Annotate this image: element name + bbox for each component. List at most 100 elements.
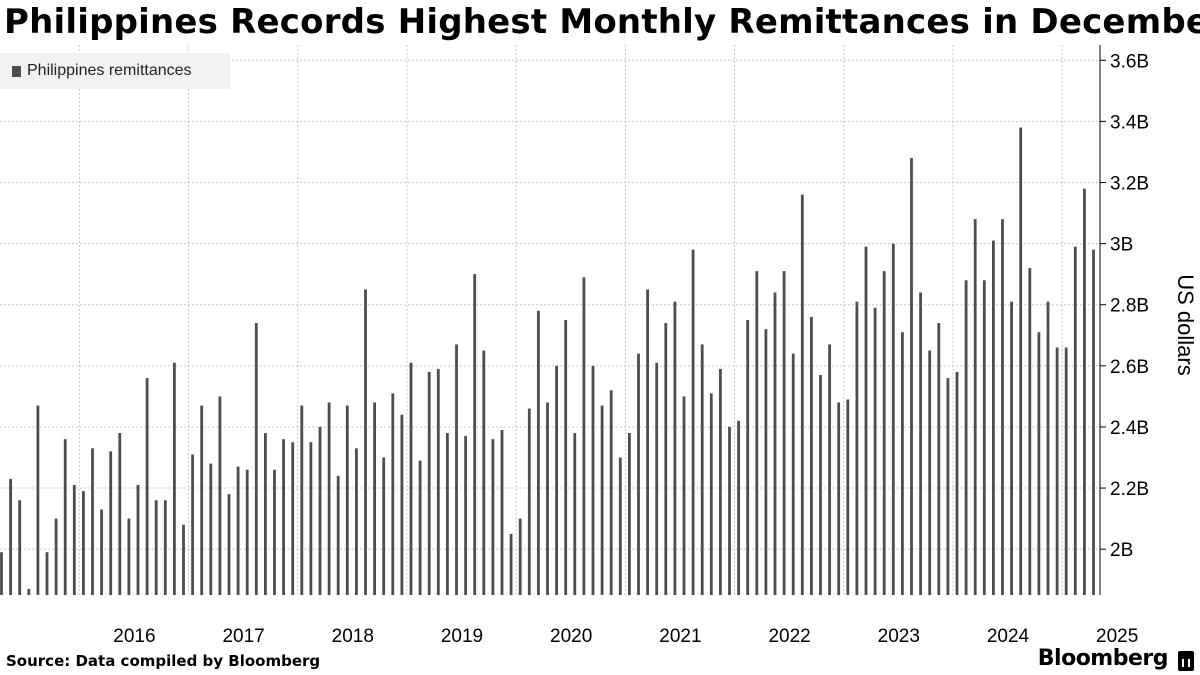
y-tick-label: 2.2B bbox=[1110, 479, 1149, 500]
bar bbox=[191, 454, 194, 595]
bar bbox=[345, 405, 349, 595]
bar bbox=[582, 277, 586, 595]
bar bbox=[327, 402, 331, 595]
bar bbox=[819, 375, 822, 595]
bar bbox=[746, 320, 750, 595]
bar bbox=[709, 393, 713, 595]
bar-series bbox=[0, 127, 1095, 596]
bar bbox=[1046, 301, 1050, 595]
y-tick-label: 3B bbox=[1110, 235, 1133, 256]
bar bbox=[500, 430, 504, 595]
bar bbox=[91, 448, 94, 595]
bar bbox=[1055, 347, 1059, 595]
bar bbox=[764, 329, 768, 595]
bar bbox=[673, 301, 677, 595]
vertical-gridlines bbox=[78, 45, 1063, 595]
bar bbox=[564, 320, 568, 595]
bar bbox=[1092, 249, 1095, 595]
bar bbox=[828, 344, 831, 595]
bar bbox=[418, 460, 422, 595]
y-tick-label: 3.2B bbox=[1110, 174, 1149, 195]
bar bbox=[637, 353, 640, 595]
bar bbox=[864, 246, 868, 595]
bar bbox=[773, 292, 777, 595]
bar bbox=[154, 500, 158, 595]
bar bbox=[182, 524, 185, 595]
bar bbox=[655, 362, 659, 595]
bar bbox=[355, 448, 358, 595]
y-axis: 2B 2.2B 2.4B 2.6B 2.8B 3B 3.2B 3.4B 3.6B bbox=[1099, 45, 1149, 595]
bar bbox=[573, 433, 577, 595]
bar bbox=[427, 371, 431, 595]
x-tick-label: 2020 bbox=[550, 626, 592, 647]
y-axis-label: US dollars bbox=[1173, 274, 1198, 375]
bar bbox=[646, 289, 649, 595]
bar bbox=[391, 393, 395, 595]
bar bbox=[555, 365, 558, 595]
bar bbox=[800, 194, 804, 595]
source-note: Source: Data compiled by Bloomberg bbox=[6, 652, 321, 670]
bar bbox=[728, 426, 731, 595]
bar bbox=[737, 420, 740, 595]
bar bbox=[464, 436, 467, 595]
horizontal-gridlines bbox=[0, 59, 1100, 550]
bar bbox=[218, 396, 222, 595]
bar bbox=[72, 485, 76, 595]
x-axis-ticks: 2016 2017 2018 2019 2020 2021 2022 2023 2024 2025 bbox=[113, 626, 1138, 647]
bar bbox=[9, 478, 12, 595]
y-tick-label: 2B bbox=[1110, 540, 1133, 561]
bar bbox=[609, 390, 613, 595]
y-tick-label: 2.8B bbox=[1110, 296, 1149, 317]
bar bbox=[309, 442, 313, 595]
bar bbox=[618, 457, 622, 595]
x-tick-label: 2022 bbox=[768, 626, 810, 647]
x-tick-label: 2025 bbox=[1096, 626, 1138, 647]
bar bbox=[682, 396, 686, 595]
bar bbox=[200, 405, 204, 595]
bar bbox=[846, 399, 850, 595]
bar bbox=[491, 439, 495, 595]
bar bbox=[873, 307, 877, 595]
bar bbox=[664, 323, 668, 595]
bar bbox=[63, 439, 67, 595]
bar bbox=[173, 362, 176, 595]
bar bbox=[946, 378, 950, 595]
bar bbox=[227, 494, 231, 595]
bar bbox=[54, 518, 58, 595]
bar bbox=[118, 433, 122, 595]
bar bbox=[882, 271, 886, 595]
bar bbox=[373, 402, 376, 595]
bar bbox=[1010, 301, 1013, 595]
bar bbox=[109, 451, 113, 595]
bar bbox=[82, 491, 85, 595]
bar bbox=[782, 271, 786, 595]
bar bbox=[928, 350, 932, 595]
bar bbox=[546, 402, 549, 595]
bar bbox=[136, 485, 140, 595]
bar bbox=[209, 463, 213, 595]
bar bbox=[973, 219, 977, 595]
bar bbox=[163, 500, 167, 595]
bar bbox=[236, 466, 240, 595]
bar bbox=[901, 332, 904, 595]
bar bbox=[127, 518, 131, 595]
y-tick-label: 3.4B bbox=[1110, 112, 1149, 133]
legend-label: Philippines remittances bbox=[27, 62, 192, 79]
brand-logo: Bloomberg bbox=[1037, 646, 1169, 671]
chart-title: Philippines Records Highest Monthly Remi… bbox=[4, 2, 1200, 42]
bar bbox=[254, 323, 258, 595]
bar bbox=[518, 518, 522, 595]
bar bbox=[691, 249, 695, 595]
bar bbox=[992, 240, 995, 596]
bar bbox=[245, 469, 249, 595]
bar bbox=[1064, 347, 1068, 595]
bar bbox=[964, 280, 968, 595]
bar bbox=[482, 350, 486, 595]
bar bbox=[982, 280, 986, 595]
x-tick-label: 2019 bbox=[441, 626, 483, 647]
bar bbox=[1019, 127, 1023, 595]
x-tick-label: 2018 bbox=[332, 626, 374, 647]
bar bbox=[27, 588, 31, 595]
bar bbox=[891, 243, 895, 595]
